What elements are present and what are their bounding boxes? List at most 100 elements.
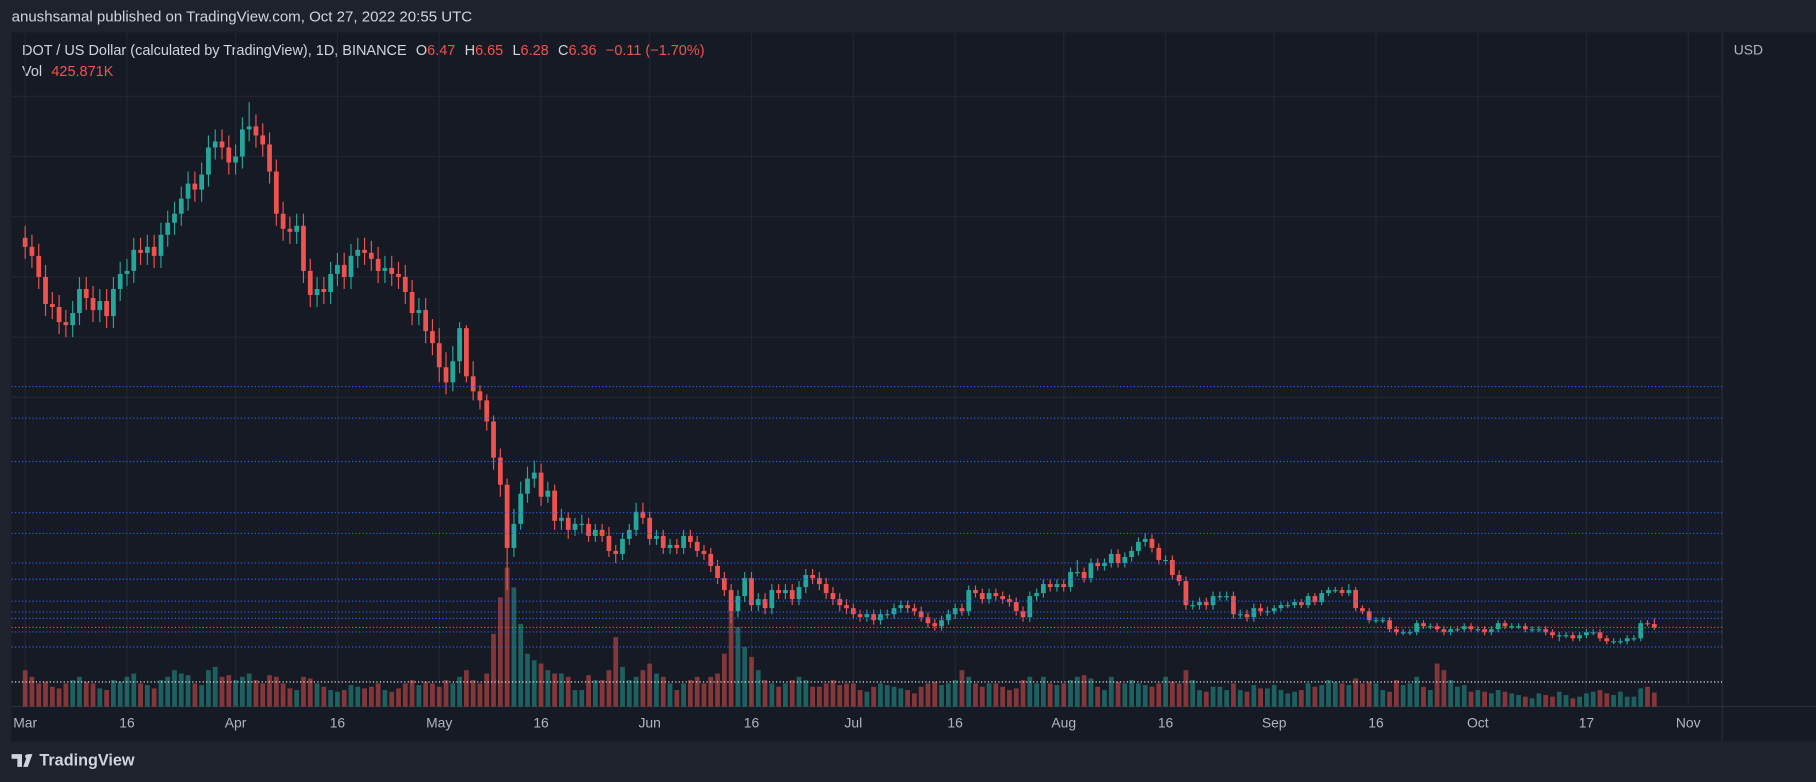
candle-body xyxy=(1034,593,1039,597)
candle-body xyxy=(1142,538,1148,542)
volume-bar xyxy=(660,676,666,707)
candle-body xyxy=(117,273,123,289)
x-tick-label: Nov xyxy=(1676,715,1701,731)
volume-bar xyxy=(124,676,130,707)
candle-body xyxy=(1007,599,1012,603)
candle-body xyxy=(721,578,727,591)
candle-body xyxy=(776,590,782,594)
candle-body xyxy=(1000,596,1006,600)
volume-bar xyxy=(1176,683,1182,707)
candle-body xyxy=(158,234,164,256)
volume-bar xyxy=(1366,681,1372,707)
candle-body xyxy=(654,535,659,539)
volume-bar xyxy=(1061,683,1067,707)
volume-bar xyxy=(1115,681,1121,707)
volume-bar xyxy=(1604,693,1610,707)
candle-body xyxy=(1414,623,1420,633)
candle-body xyxy=(1366,611,1372,621)
brand: TradingView xyxy=(39,751,135,769)
candle-body xyxy=(416,310,422,314)
volume-bar xyxy=(1387,691,1392,707)
candle-body xyxy=(491,421,496,458)
volume-bar xyxy=(497,597,503,707)
candle-body xyxy=(837,599,843,606)
candle-body xyxy=(219,141,225,148)
volume-bar xyxy=(1149,686,1155,707)
volume-bar xyxy=(29,676,35,707)
volume-bar xyxy=(701,683,707,707)
candle-body xyxy=(172,213,177,223)
volume-bar xyxy=(1081,675,1087,707)
candle-body xyxy=(260,135,266,145)
publisher-line: anushsamal published on TradingView.com,… xyxy=(12,8,473,25)
candle-body xyxy=(49,304,55,308)
candle-body xyxy=(1183,581,1189,606)
candle-body xyxy=(1027,596,1033,618)
ohlc-value: 6.65 xyxy=(475,43,503,59)
volume-bar xyxy=(1203,691,1209,707)
candle-body xyxy=(1271,608,1277,612)
candle-body xyxy=(450,361,456,383)
candle-body xyxy=(477,391,483,401)
volume-bar xyxy=(165,676,171,707)
volume-bar xyxy=(1448,680,1454,707)
candle-body xyxy=(850,608,856,615)
candle-body xyxy=(830,593,836,600)
volume-bar xyxy=(1027,676,1033,707)
volume-bar xyxy=(111,680,116,707)
volume-bar xyxy=(667,683,673,707)
volume-bar xyxy=(762,680,768,707)
volume-bar xyxy=(90,683,96,707)
volume-bar xyxy=(1326,680,1331,707)
x-tick-label: 16 xyxy=(119,715,135,731)
volume-bar xyxy=(837,685,843,707)
candle-body xyxy=(1529,629,1535,631)
volume-bar xyxy=(803,680,809,707)
x-tick-label: Apr xyxy=(225,715,247,731)
volume-bar xyxy=(1339,683,1345,707)
volume-bar xyxy=(1516,695,1521,707)
volume-bar xyxy=(1285,693,1291,707)
volume-bar xyxy=(450,683,456,707)
candle-body xyxy=(1156,547,1162,560)
candle-body xyxy=(640,511,646,518)
candle-body xyxy=(1197,602,1202,606)
volume-bar xyxy=(423,681,429,707)
candle-body xyxy=(29,246,35,256)
candle-body xyxy=(559,517,564,521)
candle-body xyxy=(1584,632,1589,636)
volume-bar xyxy=(396,688,401,707)
volume-bar xyxy=(1346,685,1352,707)
volume-bar xyxy=(565,676,571,707)
volume-bar xyxy=(1183,670,1189,707)
volume-bar xyxy=(721,653,727,707)
candle-body xyxy=(1251,608,1257,618)
volume-bar xyxy=(1421,686,1426,707)
volume-bar xyxy=(1190,680,1196,707)
candle-body xyxy=(185,183,191,199)
volume-bar xyxy=(430,683,435,707)
volume-bar xyxy=(1047,683,1053,707)
volume-bar xyxy=(1550,696,1555,707)
candle-body xyxy=(586,523,591,536)
candle-body xyxy=(545,490,551,497)
volume-bar xyxy=(63,683,69,707)
x-tick-label: Mar xyxy=(13,715,37,731)
candle-body xyxy=(844,605,849,609)
candle-body xyxy=(1577,635,1583,639)
volume-bar xyxy=(1380,690,1386,707)
volume-bar xyxy=(348,685,354,707)
candle-body xyxy=(966,590,972,612)
volume-bar xyxy=(1251,685,1257,707)
candle-body xyxy=(1068,572,1073,588)
candle-body xyxy=(1617,641,1623,643)
candle-body xyxy=(1176,575,1182,582)
candle-body xyxy=(1427,626,1433,628)
volume-bar xyxy=(945,683,951,707)
x-tick-label: Oct xyxy=(1467,715,1489,731)
candle-body xyxy=(565,517,571,530)
volume-bar xyxy=(1597,690,1603,707)
volume-bar xyxy=(36,683,42,707)
candle-body xyxy=(1489,629,1494,633)
volume-bar xyxy=(1068,680,1073,707)
